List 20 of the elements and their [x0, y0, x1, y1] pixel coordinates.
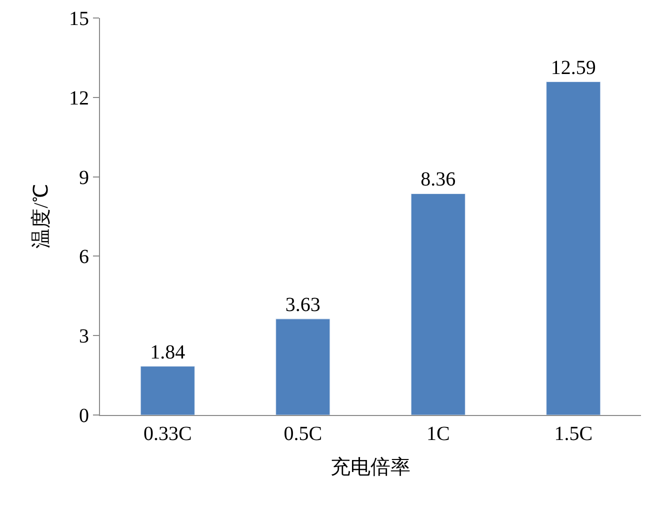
bar: [140, 366, 195, 415]
bar: [410, 193, 466, 415]
y-tick-label: 9: [79, 166, 89, 189]
x-tick-label: 1.5C: [554, 423, 593, 445]
data-label: 3.63: [285, 294, 320, 316]
y-axis-title: 温度/℃: [30, 184, 52, 248]
y-tick-label: 6: [79, 246, 89, 268]
x-axis-title: 充电倍率: [330, 456, 410, 478]
y-tick-label: 15: [69, 8, 89, 30]
x-tick-label: 1C: [426, 423, 450, 445]
bar: [276, 318, 330, 415]
data-label: 8.36: [420, 168, 456, 191]
y-tick-label: 3: [79, 326, 89, 348]
x-tick-label: 0.5C: [284, 423, 322, 445]
y-tick-label: 12: [69, 87, 89, 110]
data-label: 12.59: [550, 56, 596, 79]
data-label: 1.84: [150, 341, 186, 364]
bar: [546, 82, 601, 415]
x-tick-label: 0.33C: [143, 423, 192, 445]
y-tick-label: 0: [79, 405, 89, 427]
